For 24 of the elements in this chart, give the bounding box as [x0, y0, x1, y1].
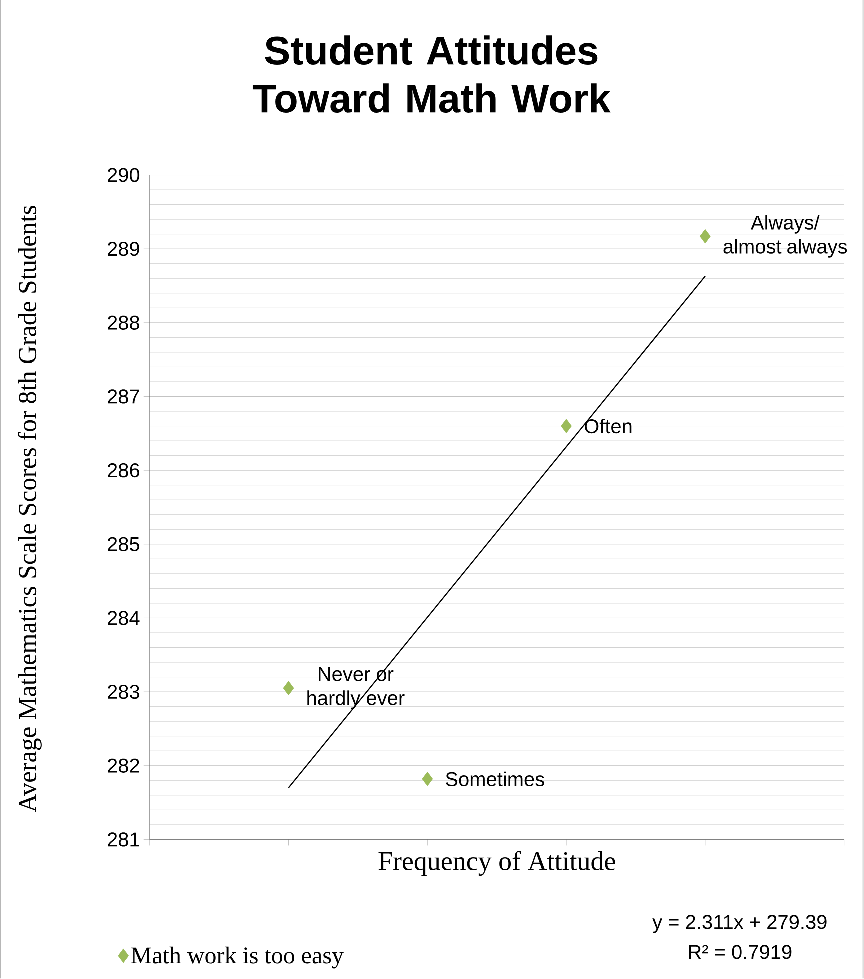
line-series — [288, 276, 706, 789]
y-tick-label: 285 — [108, 537, 140, 552]
x-axis-title: Frequency of Attitude — [378, 851, 616, 876]
point — [422, 772, 433, 786]
data-label: Sometimes — [446, 772, 544, 786]
y-tick-label: 290 — [108, 168, 140, 182]
data-label: Often — [584, 418, 632, 434]
point — [283, 681, 294, 696]
point — [700, 229, 711, 244]
y-tick-label: 287 — [108, 390, 140, 404]
text: y = 2.311x + 279.39 — [652, 915, 827, 934]
chart-title: Student Attitudes Toward Math Work — [252, 36, 611, 113]
y-tick-label: 288 — [108, 316, 140, 330]
y-tick-label: 286 — [108, 464, 140, 478]
legend-label: Math work is too easy — [131, 946, 344, 969]
data-label: Always/ almost always — [724, 215, 847, 258]
y-tick-label: 283 — [108, 684, 140, 700]
y-tick-label: 289 — [108, 242, 140, 256]
y-tick-label: 282 — [108, 758, 140, 773]
point — [560, 419, 572, 434]
y-tick-label: 281 — [108, 832, 140, 847]
text: R² = 0.7919 — [689, 945, 792, 960]
y-axis-title: Average Mathematics Scale Scores for 8th Grade Students — [18, 206, 42, 813]
y-tick-label: 284 — [108, 611, 140, 626]
